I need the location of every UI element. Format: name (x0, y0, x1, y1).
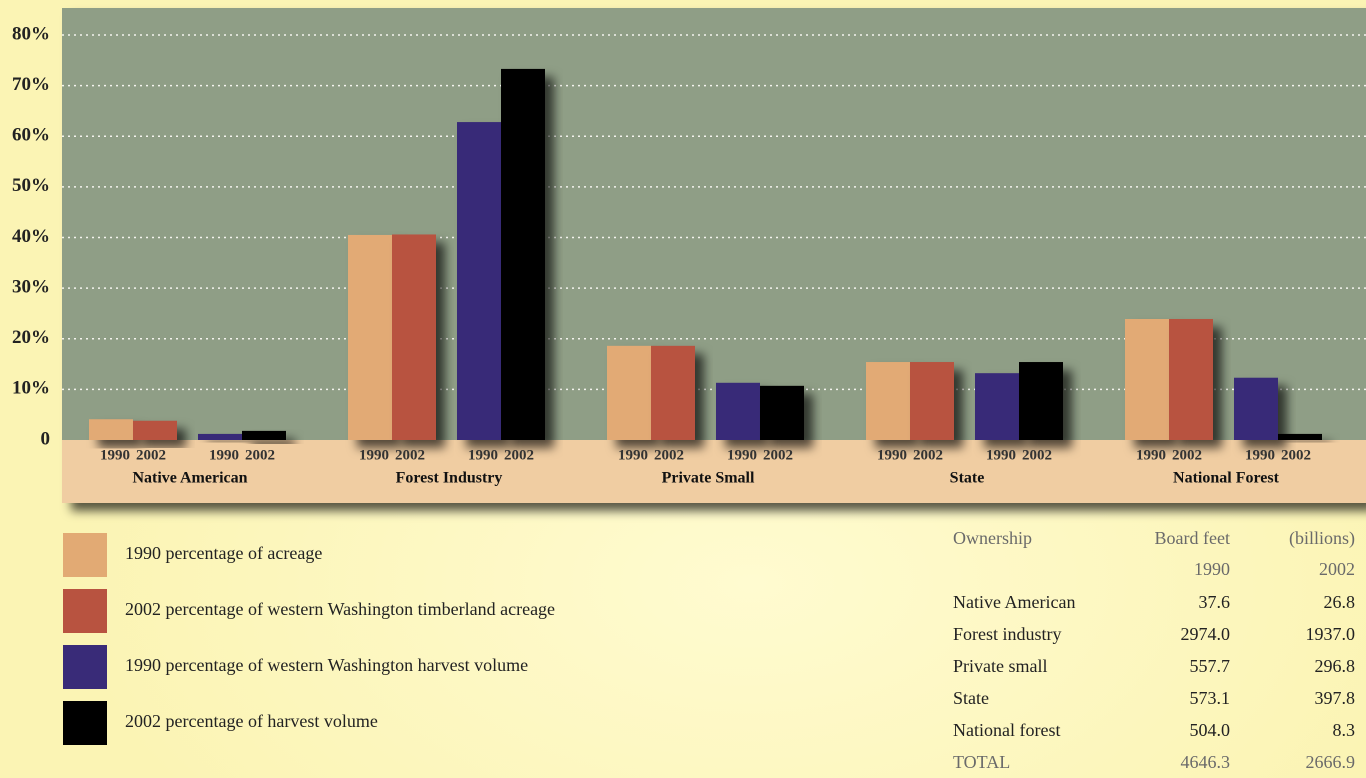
table-cell: 2666.9 (1306, 752, 1356, 772)
x-sub-label: 1990 (727, 447, 757, 463)
x-sub-label: 2002 (654, 447, 684, 463)
bar (607, 345, 651, 440)
bar (457, 122, 501, 440)
bar (1278, 433, 1322, 440)
bar (133, 420, 177, 440)
legend-label: 1990 percentage of acreage (125, 543, 322, 563)
legend-swatch (63, 533, 107, 577)
y-tick-label: 30% (12, 276, 50, 297)
bar (1169, 319, 1213, 440)
table-cell: 37.6 (1199, 592, 1231, 612)
table-subheader: 2002 (1319, 559, 1355, 579)
legend-swatch (63, 589, 107, 633)
table-cell: 2974.0 (1181, 624, 1231, 644)
legend-label: 1990 percentage of western Washington ha… (125, 655, 528, 675)
table-cell: National forest (953, 720, 1060, 740)
table-cell: 504.0 (1190, 720, 1231, 740)
table-cell: Native American (953, 592, 1075, 612)
y-tick-label: 70% (12, 74, 50, 95)
bar (89, 419, 133, 440)
bar (866, 362, 910, 440)
x-sub-label: 1990 (100, 447, 130, 463)
table-cell: Forest industry (953, 624, 1062, 644)
table-cell: 4646.3 (1181, 752, 1231, 772)
x-sub-label: 1990 (986, 447, 1016, 463)
legend-label: 2002 percentage of western Washington ti… (125, 599, 555, 619)
y-tick-label: 50% (12, 175, 50, 196)
bar (760, 385, 804, 440)
table-cell: State (953, 688, 989, 708)
table-cell: Private small (953, 656, 1047, 676)
x-sub-label: 1990 (468, 447, 498, 463)
x-sub-label: 2002 (1022, 447, 1052, 463)
bar (501, 68, 545, 440)
table-cell: 397.8 (1315, 688, 1356, 708)
y-tick-label: 20% (12, 327, 50, 348)
x-tick-label: State (950, 470, 985, 487)
table-header: Ownership (953, 528, 1032, 548)
table-cell: TOTAL (953, 752, 1010, 772)
table-cell: 557.7 (1190, 656, 1231, 676)
table-cell: 296.8 (1315, 656, 1356, 676)
x-sub-label: 1990 (359, 447, 389, 463)
x-tick-label: Private Small (662, 470, 755, 487)
bar (198, 433, 242, 440)
x-tick-label: National Forest (1173, 470, 1280, 487)
x-tick-label: Forest Industry (396, 470, 503, 487)
x-sub-label: 2002 (913, 447, 943, 463)
table-subheader: 1990 (1194, 559, 1230, 579)
x-sub-label: 1990 (1245, 447, 1275, 463)
y-tick-label: 60% (12, 125, 50, 146)
legend-swatch (63, 701, 107, 745)
x-sub-label: 2002 (136, 447, 166, 463)
bar (1234, 377, 1278, 440)
category-band (62, 440, 1366, 503)
x-sub-label: 2002 (245, 447, 275, 463)
x-sub-label: 2002 (504, 447, 534, 463)
x-sub-label: 1990 (618, 447, 648, 463)
table-cell: 1937.0 (1306, 624, 1356, 644)
y-tick-label: 0 (41, 428, 51, 449)
bar (716, 382, 760, 440)
table-header: (billions) (1289, 528, 1355, 549)
x-sub-label: 2002 (395, 447, 425, 463)
x-sub-label: 2002 (1281, 447, 1311, 463)
y-tick-label: 80% (12, 23, 50, 44)
x-sub-label: 2002 (1172, 447, 1202, 463)
table-header: Board feet (1155, 528, 1230, 548)
x-sub-label: 2002 (763, 447, 793, 463)
x-sub-label: 1990 (877, 447, 907, 463)
y-tick-label: 10% (12, 378, 50, 399)
table-cell: 573.1 (1190, 688, 1231, 708)
bar (348, 234, 392, 440)
bar (392, 234, 436, 440)
x-sub-label: 1990 (1136, 447, 1166, 463)
bar (910, 362, 954, 440)
legend-label: 2002 percentage of harvest volume (125, 711, 378, 731)
bar (975, 373, 1019, 440)
bar (651, 345, 695, 440)
x-tick-label: Native American (132, 470, 247, 487)
y-tick-label: 40% (12, 226, 50, 247)
table-cell: 8.3 (1333, 720, 1356, 740)
x-sub-label: 1990 (209, 447, 239, 463)
bar (242, 430, 286, 440)
bar (1019, 362, 1063, 440)
table-cell: 26.8 (1324, 592, 1356, 612)
bar (1125, 319, 1169, 440)
legend-swatch (63, 645, 107, 689)
